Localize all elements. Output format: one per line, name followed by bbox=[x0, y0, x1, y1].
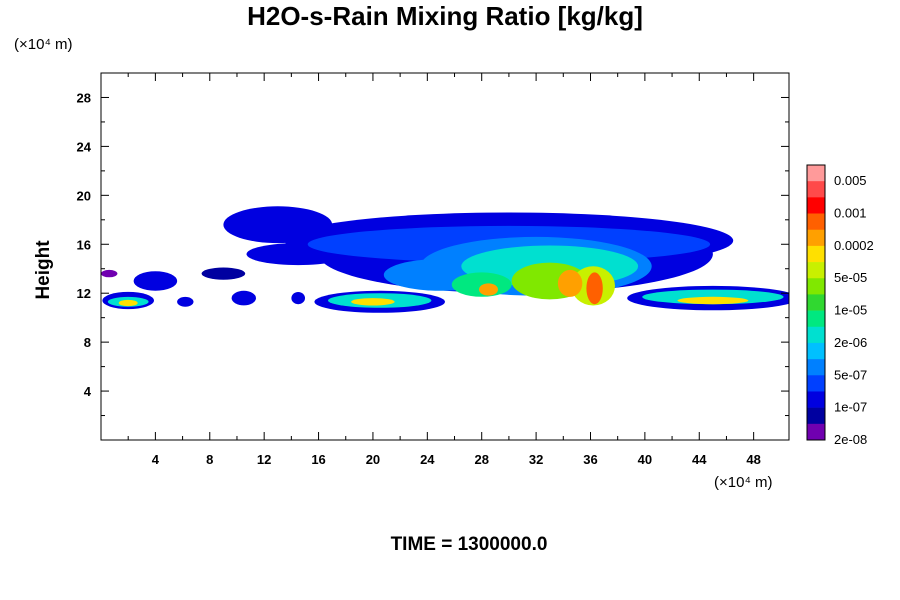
x-axis: 4 8 12 16 20 24 28 32 36 40 44 48 bbox=[127, 73, 761, 467]
chart-title: H2O-s-Rain Mixing Ratio [kg/kg] bbox=[247, 1, 643, 31]
contour-blob-4 bbox=[133, 271, 178, 291]
y-tick-label-5: 24 bbox=[77, 139, 92, 154]
colorbar-swatch-1 bbox=[807, 181, 825, 198]
contour-blob-25 bbox=[479, 283, 498, 296]
contour-blob-26 bbox=[677, 296, 749, 305]
x-tick-label-3: 16 bbox=[311, 452, 325, 467]
colorbar-swatch-11 bbox=[807, 342, 825, 360]
colorbar-label-4: 1e-05 bbox=[834, 303, 867, 318]
colorbar-swatch-12 bbox=[807, 359, 825, 376]
contour-blob-24 bbox=[586, 272, 603, 305]
colorbar-swatch-8 bbox=[807, 294, 825, 311]
colorbar-frame bbox=[806, 164, 826, 441]
x-tick-label-5: 24 bbox=[420, 452, 435, 467]
colorbar-label-0: 0.005 bbox=[834, 173, 867, 188]
colorbar-label-7: 1e-07 bbox=[834, 400, 867, 415]
colorbar-swatch-13 bbox=[807, 375, 825, 392]
contour-field bbox=[101, 206, 789, 313]
colorbar-label-3: 5e-05 bbox=[834, 270, 867, 285]
colorbar-label-8: 2e-08 bbox=[834, 432, 867, 447]
contour-blob-6 bbox=[101, 269, 118, 278]
colorbar-swatch-2 bbox=[807, 197, 825, 214]
plot-frame bbox=[100, 72, 790, 441]
y-tick-label-4: 20 bbox=[77, 188, 91, 203]
colorbar-swatch-16 bbox=[807, 423, 825, 441]
contour-blob-28 bbox=[118, 299, 138, 307]
contour-blob-27 bbox=[351, 298, 395, 306]
y-tick-label-3: 16 bbox=[77, 237, 91, 252]
colorbar-swatch-15 bbox=[807, 407, 825, 425]
contour-blob-23 bbox=[557, 269, 583, 297]
colorbar-swatch-3 bbox=[807, 213, 825, 231]
y-axis: 4 8 12 16 20 24 28 bbox=[77, 90, 789, 417]
colorbar-swatch-5 bbox=[807, 245, 825, 263]
contour-blob-10 bbox=[291, 292, 306, 305]
x-tick-label-11: 48 bbox=[746, 452, 760, 467]
contour-blob-9 bbox=[231, 290, 256, 306]
colorbar: 0.005 0.001 0.0002 5e-05 1e-05 2e-06 5e-07 1e-0… bbox=[806, 164, 874, 447]
x-tick-label-1: 8 bbox=[206, 452, 213, 467]
y-tick-label-2: 12 bbox=[77, 286, 91, 301]
x-tick-label-6: 28 bbox=[474, 452, 488, 467]
x-tick-label-8: 36 bbox=[583, 452, 597, 467]
x-tick-label-9: 40 bbox=[638, 452, 652, 467]
x-tick-label-2: 12 bbox=[257, 452, 271, 467]
colorbar-swatch-4 bbox=[807, 229, 825, 247]
colorbar-swatch-7 bbox=[807, 278, 825, 295]
x-tick-label-4: 20 bbox=[366, 452, 380, 467]
y-axis-label: Height bbox=[33, 240, 54, 300]
x-tick-label-7: 32 bbox=[529, 452, 543, 467]
time-label: TIME = 1300000.0 bbox=[391, 534, 548, 555]
x-tick-label-10: 44 bbox=[692, 452, 707, 467]
colorbar-swatch-6 bbox=[807, 262, 825, 279]
x-tick-label-0: 4 bbox=[152, 452, 160, 467]
colorbar-label-2: 0.0002 bbox=[834, 238, 874, 253]
colorbar-label-6: 5e-07 bbox=[834, 367, 867, 382]
contour-blob-8 bbox=[177, 296, 194, 307]
colorbar-swatch-10 bbox=[807, 326, 825, 344]
contour-blob-5 bbox=[201, 267, 246, 280]
colorbar-swatch-9 bbox=[807, 310, 825, 328]
colorbar-swatch-14 bbox=[807, 391, 825, 408]
y-unit-label: (×10⁴ m) bbox=[14, 36, 73, 53]
colorbar-label-5: 2e-06 bbox=[834, 335, 867, 350]
y-tick-label-6: 28 bbox=[77, 90, 91, 105]
colorbar-label-1: 0.001 bbox=[834, 206, 867, 221]
colorbar-swatch-0 bbox=[807, 165, 825, 182]
x-unit-label: (×10⁴ m) bbox=[714, 474, 773, 491]
y-tick-label-0: 4 bbox=[84, 384, 92, 399]
y-tick-label-1: 8 bbox=[84, 335, 91, 350]
